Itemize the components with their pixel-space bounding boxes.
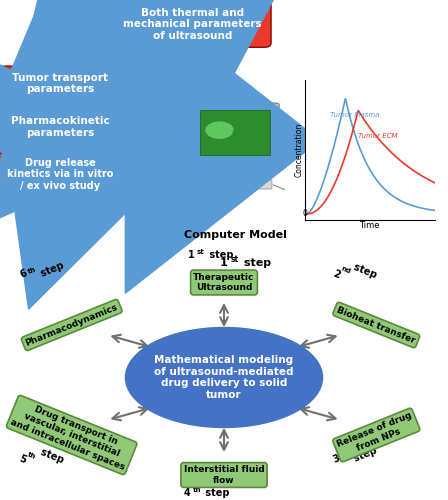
FancyBboxPatch shape — [191, 103, 279, 162]
Text: rd: rd — [340, 451, 351, 460]
Text: Tumor Plasma: Tumor Plasma — [330, 112, 379, 117]
Text: st: st — [231, 255, 239, 264]
Y-axis label: Concentration: Concentration — [294, 123, 303, 177]
Text: Computer Model: Computer Model — [184, 230, 287, 240]
Text: step: step — [349, 446, 379, 465]
Text: Both thermal and
mechanical parameters
of ultrasound: Both thermal and mechanical parameters o… — [123, 8, 262, 41]
FancyBboxPatch shape — [200, 110, 270, 155]
Text: step: step — [202, 488, 229, 498]
Text: 6: 6 — [18, 268, 28, 280]
Text: 4: 4 — [184, 488, 190, 498]
Text: 1: 1 — [188, 250, 195, 260]
Text: Drug release
kinetics via in vitro
/ ex vivo study: Drug release kinetics via in vitro / ex … — [7, 158, 114, 190]
Text: nd: nd — [340, 266, 352, 275]
Text: Tumor ECM: Tumor ECM — [358, 134, 398, 140]
Text: th: th — [27, 452, 37, 460]
X-axis label: Time: Time — [359, 222, 380, 230]
Text: 2: 2 — [332, 268, 341, 280]
FancyBboxPatch shape — [204, 173, 267, 180]
Text: 1: 1 — [220, 258, 228, 268]
Text: 0: 0 — [302, 210, 307, 218]
Text: 3: 3 — [332, 453, 341, 465]
FancyBboxPatch shape — [0, 110, 123, 144]
Ellipse shape — [125, 328, 323, 428]
Text: st: st — [197, 249, 205, 255]
Circle shape — [206, 122, 233, 138]
Text: step: step — [349, 260, 379, 280]
Text: Bioheat transfer: Bioheat transfer — [336, 305, 417, 345]
FancyBboxPatch shape — [224, 158, 246, 174]
Text: 5: 5 — [18, 453, 28, 465]
Text: step: step — [206, 250, 233, 260]
Text: Release of drug
from NPs: Release of drug from NPs — [336, 411, 417, 459]
Text: Pharmacokinetic
parameters: Pharmacokinetic parameters — [11, 116, 110, 138]
FancyBboxPatch shape — [198, 180, 272, 189]
Text: Therapeutic
Ultrasound: Therapeutic Ultrasound — [194, 273, 254, 292]
Text: Interstitial fluid
flow: Interstitial fluid flow — [184, 466, 264, 484]
Text: Tumor transport
parameters: Tumor transport parameters — [13, 73, 108, 94]
FancyBboxPatch shape — [114, 2, 271, 48]
Text: Pharmacodynamics: Pharmacodynamics — [24, 302, 119, 348]
Text: step: step — [36, 446, 65, 465]
Text: Drug transport in
vascular, interstitial
and intracellular spaces: Drug transport in vascular, interstitial… — [9, 398, 134, 472]
Text: step: step — [36, 260, 65, 280]
Text: th: th — [193, 486, 201, 492]
Text: th: th — [27, 266, 37, 275]
Text: step: step — [240, 258, 271, 268]
FancyBboxPatch shape — [0, 152, 123, 196]
Circle shape — [233, 127, 253, 139]
Text: Mathematical modeling
of ultrasound-mediated
drug delivery to solid
tumor: Mathematical modeling of ultrasound-medi… — [154, 355, 294, 400]
FancyBboxPatch shape — [0, 66, 123, 101]
